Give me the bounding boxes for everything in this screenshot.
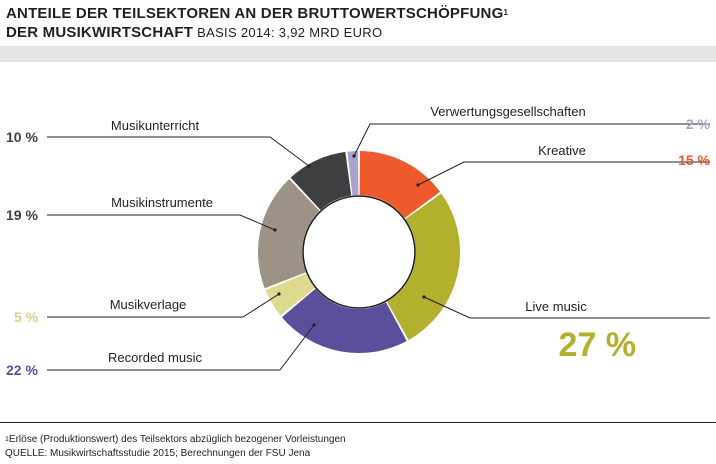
value-musikinstrumente: 19 %	[6, 207, 38, 223]
label-musikunterricht: Musikunterricht	[111, 118, 200, 133]
leader-dot-musikverlage	[277, 292, 281, 296]
slice-live-music	[386, 193, 460, 340]
footnote-text: Erlöse (Produktionswert) des Teilsektors…	[8, 434, 346, 445]
value-musikverlage: 5 %	[14, 309, 39, 325]
slice-recorded-music	[281, 288, 407, 353]
leader-musikverlage	[47, 293, 280, 318]
leader-dot-recorded-music	[312, 323, 316, 327]
value-recorded-music: 22 %	[6, 362, 38, 378]
label-recorded-music: Recorded music	[108, 350, 202, 365]
footnote: 1Erlöse (Produktionswert) des Teilsektor…	[5, 434, 346, 446]
value-musikunterricht: 10 %	[6, 129, 38, 145]
leader-recorded-music	[47, 324, 315, 371]
footer-rule	[0, 422, 716, 423]
leader-dot-live-music	[422, 295, 426, 299]
leader-dot-musikinstrumente	[273, 228, 277, 232]
value-kreative: 15 %	[678, 152, 710, 168]
label-live-music: Live music	[525, 299, 587, 314]
leader-musikunterricht	[47, 136, 310, 167]
value-live-music: 27 %	[559, 326, 637, 364]
leader-dot-musikunterricht	[307, 164, 311, 168]
slice-musikinstrumente	[258, 179, 320, 289]
leader-live-music	[423, 296, 710, 319]
slice-kreative	[359, 151, 441, 219]
slice-labels: Kreative 15 % Live music 27 % Recorded music…	[6, 104, 711, 378]
footnote-marker: 1	[5, 436, 9, 443]
value-verwertungsgesellschaften: 2 %	[686, 116, 711, 132]
chart-title: ANTEILE DER TEILSEKTOREN AN DER BRUTTOWE…	[6, 4, 508, 42]
chart-subtitle: BASIS 2014: 3,92 MRD EURO	[197, 25, 383, 40]
header-band	[0, 46, 716, 62]
slice-musikverlage	[265, 273, 315, 316]
label-kreative: Kreative	[538, 143, 586, 158]
leader-dot-kreative	[416, 183, 420, 187]
leader-dot-verwertungsgesellschaften	[352, 154, 356, 158]
label-musikinstrumente: Musikinstrumente	[111, 195, 213, 210]
donut-chart: Kreative 15 % Live music 27 % Recorded music…	[6, 104, 711, 378]
source-note: QUELLE: Musikwirtschaftsstudie 2015; Ber…	[5, 448, 311, 459]
slice-musikunterricht	[290, 151, 352, 211]
leader-lines	[47, 123, 710, 371]
leader-verwertungsgesellschaften	[353, 123, 710, 157]
slice-verwertungsgesellschaften	[347, 151, 359, 196]
donut-slices	[258, 151, 460, 353]
label-musikverlage: Musikverlage	[110, 297, 187, 312]
title-line2: DER MUSIKWIRTSCHAFT	[6, 24, 194, 41]
title-line1: ANTEILE DER TEILSEKTOREN AN DER BRUTTOWE…	[6, 5, 504, 22]
donut-hole	[302, 195, 416, 309]
leader-kreative	[417, 161, 710, 186]
label-verwertungsgesellschaften: Verwertungsgesellschaften	[430, 104, 585, 119]
leader-musikinstrumente	[47, 214, 276, 231]
title-footnote-marker: 1	[503, 8, 509, 17]
